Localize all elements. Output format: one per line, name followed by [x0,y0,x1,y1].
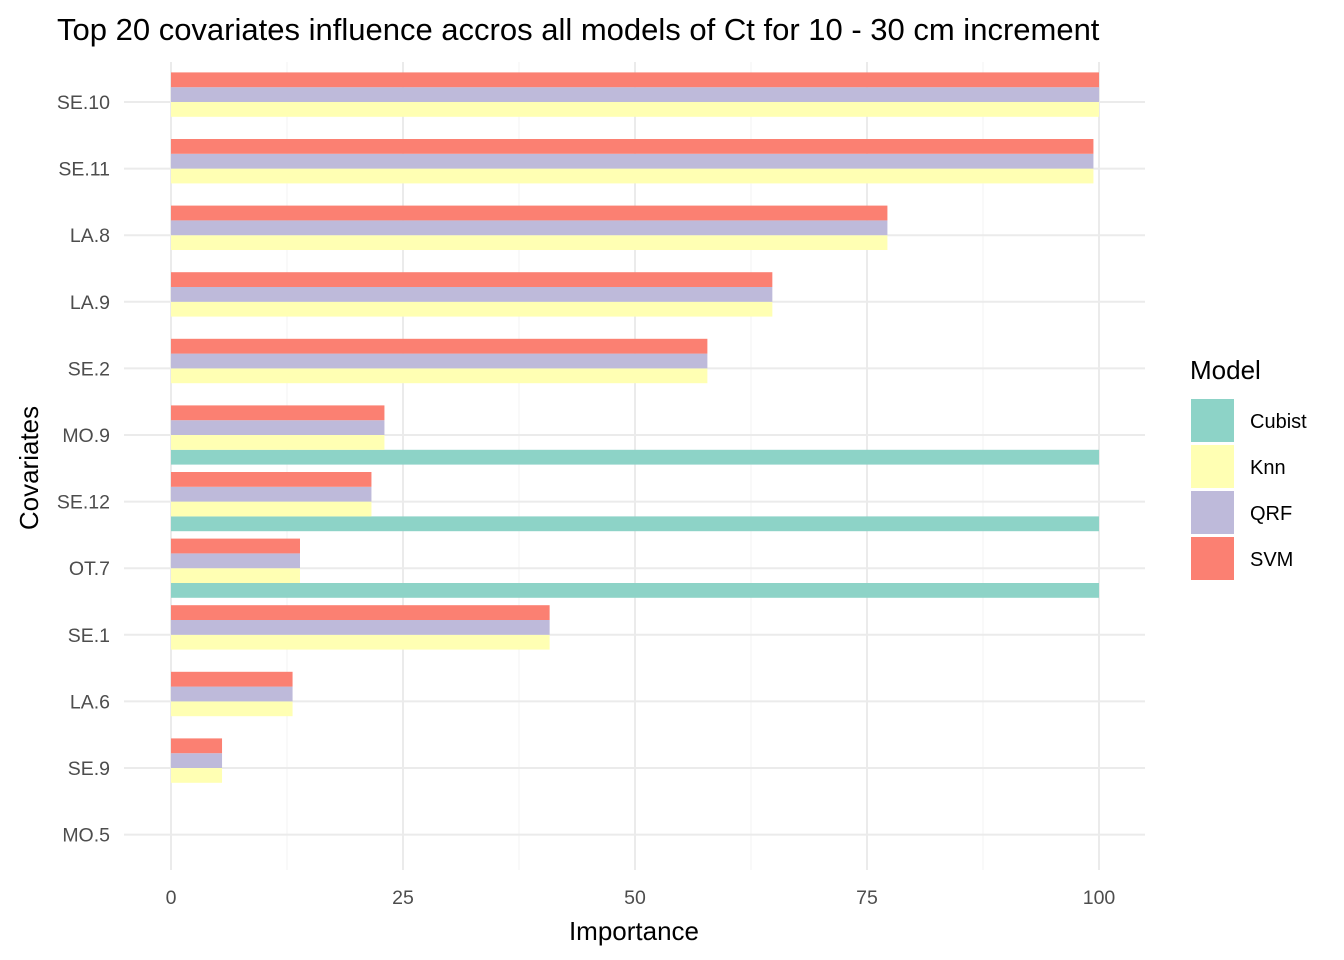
y-tick-labels: SE.10 SE.11 LA.8 LA.9 SE.2 MO.9 SE.12 OT.7 SE.1 L… [57,92,110,847]
bar-knn-la-8 [171,235,888,250]
y-tick-label: SE.9 [68,758,110,780]
legend-key-svm [1191,537,1234,580]
bar-svm-ot-7 [171,538,300,554]
bar-knn-ot-7 [171,568,300,583]
bar-svm-se-11 [171,139,1094,154]
x-tick-label: 25 [392,887,414,909]
x-tick-label: 50 [624,887,646,909]
y-tick-label: OT.7 [69,558,110,580]
y-tick-label: SE.1 [68,625,110,647]
legend-key-cubist [1191,399,1234,442]
bar-svm-la-6 [171,671,293,687]
y-tick-label: LA.9 [70,292,110,314]
legend-key-qrf [1191,491,1234,534]
bar-qrf-se-11 [171,153,1094,169]
chart-title: Top 20 covariates influence accros all m… [57,12,1100,47]
legend-label-cubist: Cubist [1250,411,1307,433]
y-tick-label: SE.2 [68,358,110,380]
bar-svm-se-12 [171,472,372,487]
bar-svm-se-1 [171,605,550,620]
bar-knn-mo-9 [171,435,385,450]
bar-qrf-ot-7 [171,553,300,569]
y-axis-title: Covariates [14,406,44,530]
bar-svm-mo-9 [171,405,385,421]
x-tick-labels: 0 25 50 75 100 [166,887,1116,909]
bar-knn-se-11 [171,168,1094,184]
bar-qrf-se-10 [171,87,1099,102]
y-tick-label: SE.10 [57,92,110,114]
legend-label-qrf: QRF [1250,503,1292,525]
y-tick-label: LA.6 [70,691,110,713]
bar-knn-se-12 [171,501,372,517]
bar-knn-se-2 [171,368,708,384]
bar-qrf-la-9 [171,287,773,302]
x-tick-label: 100 [1083,887,1116,909]
bar-svm-la-8 [171,205,888,221]
y-tick-label: MO.9 [62,425,110,447]
bar-qrf-mo-9 [171,420,385,435]
y-tick-label: SE.12 [57,492,110,514]
bar-qrf-se-2 [171,353,708,369]
legend-title: Model [1190,355,1261,385]
x-axis-title: Importance [569,916,699,946]
bar-cubist-se-12 [171,516,1099,532]
bar-knn-se-10 [171,102,1099,117]
y-tick-label: MO.5 [62,825,110,847]
bar-knn-se-9 [171,768,223,783]
bar-qrf-la-8 [171,220,888,236]
legend-label-svm: SVM [1250,549,1293,571]
bar-cubist-ot-7 [171,583,1099,598]
bar-svm-se-2 [171,338,708,354]
x-tick-label: 0 [166,887,177,909]
bar-svm-se-10 [171,72,1099,88]
bar-qrf-se-9 [171,753,223,768]
y-tick-label: LA.8 [70,225,110,247]
legend-label-knn: Knn [1250,457,1286,479]
bar-knn-la-6 [171,701,293,717]
legend: Model Cubist Knn QRF SVM [1190,355,1307,580]
bar-qrf-se-12 [171,486,372,502]
bar-cubist-mo-9 [171,449,1099,465]
bar-svm-la-9 [171,272,773,287]
bar-svm-se-9 [171,738,223,754]
bar-knn-se-1 [171,634,550,650]
bar-qrf-la-6 [171,686,293,702]
y-tick-label: SE.11 [58,159,110,181]
bar-knn-la-9 [171,301,773,317]
x-tick-label: 75 [856,887,878,909]
legend-key-knn [1191,445,1234,488]
bar-qrf-se-1 [171,620,550,635]
bars [171,72,1099,783]
